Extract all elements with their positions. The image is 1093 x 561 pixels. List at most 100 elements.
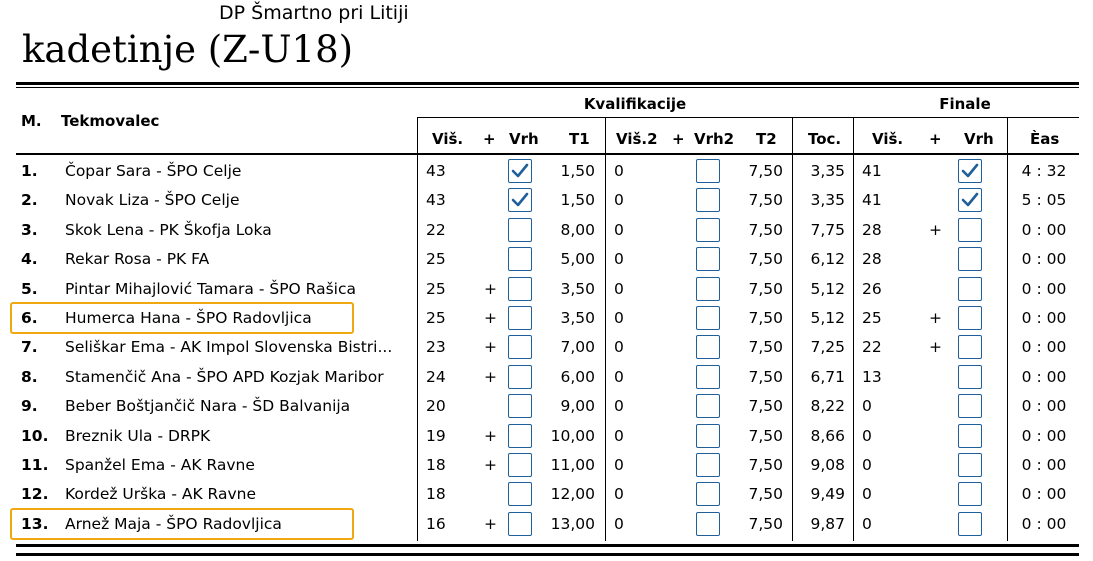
- f-height-cell: 41: [862, 191, 882, 210]
- points-cell: 3,35: [810, 162, 845, 180]
- f-plus-cell: +: [929, 220, 942, 239]
- q-top-checkbox[interactable]: [508, 511, 532, 536]
- q-height-cell: 25: [426, 279, 446, 298]
- col-time-header: Èas: [1030, 130, 1060, 148]
- q-top-checkbox[interactable]: [508, 453, 532, 477]
- col-rank-header: M.: [21, 112, 42, 130]
- rank-cell: 5.: [21, 279, 38, 298]
- q-top-checkbox[interactable]: [508, 247, 532, 272]
- q-plus-cell: [484, 245, 498, 274]
- col-f-height-header: Viš.: [872, 130, 904, 148]
- plus2-cell: [673, 275, 687, 304]
- top-rule-thin: [16, 87, 1079, 88]
- q-height-cell: 43: [426, 191, 446, 210]
- height2-cell: 0: [614, 250, 624, 269]
- competitor-cell: Humerca Hana - ŠPO Radovljica: [65, 309, 312, 327]
- time-cell: 0 : 00: [1021, 309, 1067, 327]
- q-top-checkbox[interactable]: [508, 335, 532, 360]
- f-height-cell: 0: [862, 485, 872, 504]
- top2-checkbox[interactable]: [696, 482, 720, 507]
- q-height-cell: 24: [426, 367, 446, 386]
- checkmark-icon: [961, 193, 979, 207]
- competitor-cell: Breznik Ula - DRPK: [65, 426, 211, 445]
- grid-line: [605, 118, 606, 541]
- plus2-cell: [673, 333, 687, 362]
- top2-checkbox[interactable]: [696, 306, 720, 330]
- rank-cell: 13.: [21, 514, 49, 533]
- points-cell: 6,12: [810, 250, 845, 269]
- f-top-checkbox[interactable]: [958, 159, 982, 183]
- height2-cell: 0: [614, 367, 624, 386]
- q-plus-cell: [484, 392, 498, 421]
- q-top-checkbox[interactable]: [508, 276, 532, 301]
- height2-cell: 0: [614, 191, 624, 210]
- q-top-checkbox[interactable]: [508, 394, 532, 419]
- q-top-checkbox[interactable]: [508, 159, 532, 183]
- event-location: DP Šmartno pri Litiji: [219, 2, 409, 24]
- f-top-checkbox[interactable]: [958, 423, 982, 448]
- plus2-cell: [673, 422, 687, 451]
- top2-checkbox[interactable]: [696, 217, 720, 242]
- col-t1-header: T1: [569, 130, 590, 148]
- q-top-checkbox[interactable]: [508, 306, 532, 330]
- rank-cell: 7.: [21, 338, 38, 357]
- col-q-plus-header: +: [483, 130, 496, 148]
- top2-checkbox[interactable]: [696, 364, 720, 389]
- f-top-checkbox[interactable]: [958, 394, 982, 419]
- f-top-checkbox[interactable]: [958, 306, 982, 330]
- col-plus2-header: +: [672, 130, 685, 148]
- f-height-cell: 0: [862, 426, 872, 445]
- highlight-box: [10, 507, 354, 540]
- q-top-checkbox[interactable]: [508, 364, 532, 389]
- col-q-top-header: Vrh: [509, 130, 539, 148]
- top2-checkbox[interactable]: [696, 511, 720, 536]
- checkmark-icon: [511, 193, 529, 207]
- t1-cell: 13,00: [550, 514, 595, 533]
- rank-cell: 2.: [21, 191, 38, 210]
- col-top2-header: Vrh2: [694, 130, 735, 148]
- f-top-checkbox[interactable]: [958, 276, 982, 301]
- f-top-checkbox[interactable]: [958, 453, 982, 477]
- q-plus-cell: [484, 157, 498, 186]
- f-top-checkbox[interactable]: [958, 335, 982, 360]
- top2-checkbox[interactable]: [696, 335, 720, 360]
- f-height-cell: 22: [862, 338, 882, 357]
- t1-cell: 1,50: [560, 191, 595, 210]
- plus2-cell: [673, 451, 687, 480]
- top2-checkbox[interactable]: [696, 247, 720, 272]
- t2-cell: 7,50: [748, 250, 783, 269]
- f-top-checkbox[interactable]: [958, 364, 982, 389]
- q-plus-cell: [484, 186, 498, 215]
- t1-cell: 3,50: [560, 309, 595, 327]
- q-top-checkbox[interactable]: [508, 482, 532, 507]
- q-top-checkbox[interactable]: [508, 217, 532, 242]
- q-height-cell: 25: [426, 309, 446, 327]
- col-height2-header: Viš.2: [616, 130, 658, 148]
- competitor-cell: Seliškar Ema - AK Impol Slovenska Bistri…: [65, 338, 393, 357]
- height2-cell: 0: [614, 220, 624, 239]
- top2-checkbox[interactable]: [696, 423, 720, 448]
- q-top-checkbox[interactable]: [508, 423, 532, 448]
- competitor-cell: Arnež Maja - ŠPO Radovljica: [65, 514, 282, 533]
- f-top-checkbox[interactable]: [958, 247, 982, 272]
- competitor-cell: Beber Boštjančič Nara - ŠD Balvanija: [65, 397, 351, 416]
- q-top-checkbox[interactable]: [508, 188, 532, 213]
- q-plus-cell: +: [484, 514, 497, 533]
- top2-checkbox[interactable]: [696, 188, 720, 213]
- top2-checkbox[interactable]: [696, 394, 720, 419]
- rank-cell: 9.: [21, 397, 38, 416]
- points-cell: 8,22: [810, 397, 845, 416]
- highlight-box: [10, 302, 354, 334]
- f-top-checkbox[interactable]: [958, 511, 982, 536]
- t1-cell: 5,00: [560, 250, 595, 269]
- f-height-cell: 25: [862, 309, 882, 327]
- col-q-height-header: Viš.: [432, 130, 464, 148]
- top2-checkbox[interactable]: [696, 276, 720, 301]
- top2-checkbox[interactable]: [696, 159, 720, 183]
- f-top-checkbox[interactable]: [958, 482, 982, 507]
- competitor-cell: Kordež Urška - AK Ravne: [65, 485, 257, 504]
- top2-checkbox[interactable]: [696, 453, 720, 477]
- f-top-checkbox[interactable]: [958, 217, 982, 242]
- time-cell: 0 : 00: [1021, 279, 1067, 298]
- f-top-checkbox[interactable]: [958, 188, 982, 213]
